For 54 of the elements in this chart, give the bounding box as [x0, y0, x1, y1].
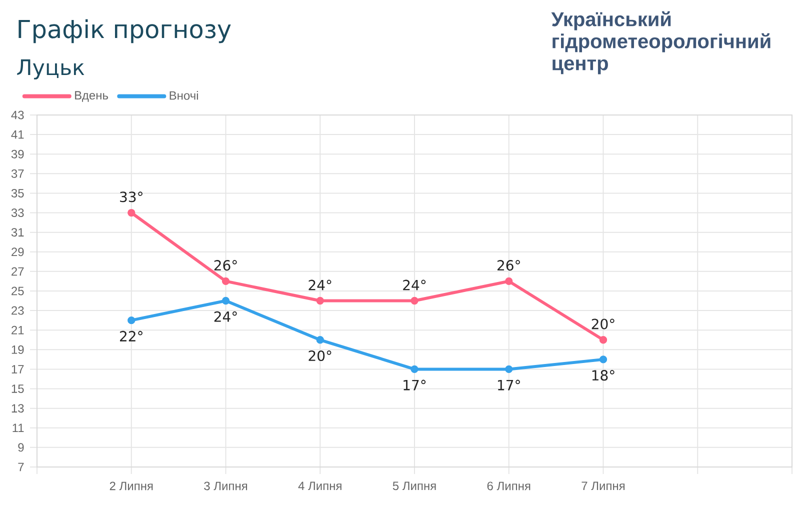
- point: [222, 277, 230, 286]
- y-tick-label: 15: [12, 384, 24, 393]
- data-label: 17°: [498, 380, 520, 390]
- data-label: 26°: [497, 260, 520, 271]
- y-tick-label: 35: [11, 188, 24, 198]
- data-label: 22°: [120, 330, 142, 342]
- point: [128, 316, 136, 324]
- point: [316, 336, 324, 344]
- data-label: 24°: [308, 280, 332, 290]
- point: [128, 208, 136, 217]
- y-tick-label: 13: [12, 404, 24, 413]
- data-label: 20°: [308, 350, 332, 362]
- text: Український гідрометеорологічний центр: [551, 11, 770, 74]
- point: [410, 296, 418, 305]
- y-tick-label: 31: [11, 228, 24, 237]
- point: [316, 296, 324, 305]
- y-tick-label: 21: [12, 326, 24, 334]
- data-label: 20°: [592, 318, 614, 330]
- x-tick-label: 2 Липня: [110, 482, 153, 490]
- chart-title: Графік прогнозу: [18, 19, 231, 44]
- point: [505, 277, 513, 286]
- data-label: 24°: [214, 311, 237, 322]
- y-tick-label: 27: [12, 267, 24, 276]
- data-label: 24°: [403, 280, 426, 290]
- y-tick-label: 9: [18, 443, 24, 452]
- x-tick-label: 3 Липня: [204, 482, 248, 490]
- point: [505, 365, 513, 374]
- legend-label: Вночі: [170, 90, 198, 100]
- data-label: 17°: [404, 380, 426, 390]
- y-tick-label: 41: [11, 130, 24, 139]
- x-tick-label: 4 Липня: [298, 482, 342, 490]
- point: [599, 356, 608, 364]
- point: [222, 296, 230, 305]
- data-label: 26°: [214, 260, 237, 271]
- y-tick-label: 19: [12, 345, 24, 354]
- y-tick-label: 11: [12, 424, 24, 432]
- y-tick-label: 17: [12, 365, 24, 374]
- point: [410, 365, 418, 374]
- data-label: 33°: [120, 192, 142, 202]
- x-tick-label: 7 Липня: [582, 482, 625, 490]
- data-label: 18°: [592, 370, 614, 381]
- y-tick-label: 33: [11, 208, 24, 218]
- y-tick-label: 25: [12, 286, 24, 296]
- legend-label: Вдень: [75, 91, 108, 102]
- chart-subtitle: Луцьк: [17, 59, 84, 80]
- y-tick-label: 23: [12, 306, 24, 315]
- y-tick-label: 7: [18, 462, 24, 472]
- x-tick-label: 6 Липня: [487, 482, 530, 490]
- y-tick-label: 39: [11, 150, 24, 158]
- x-tick-label: 5 Липня: [392, 482, 436, 490]
- point: [599, 336, 608, 344]
- y-tick-label: 43: [11, 110, 24, 120]
- y-tick-label: 29: [12, 248, 24, 256]
- y-tick-label: 37: [11, 169, 24, 178]
